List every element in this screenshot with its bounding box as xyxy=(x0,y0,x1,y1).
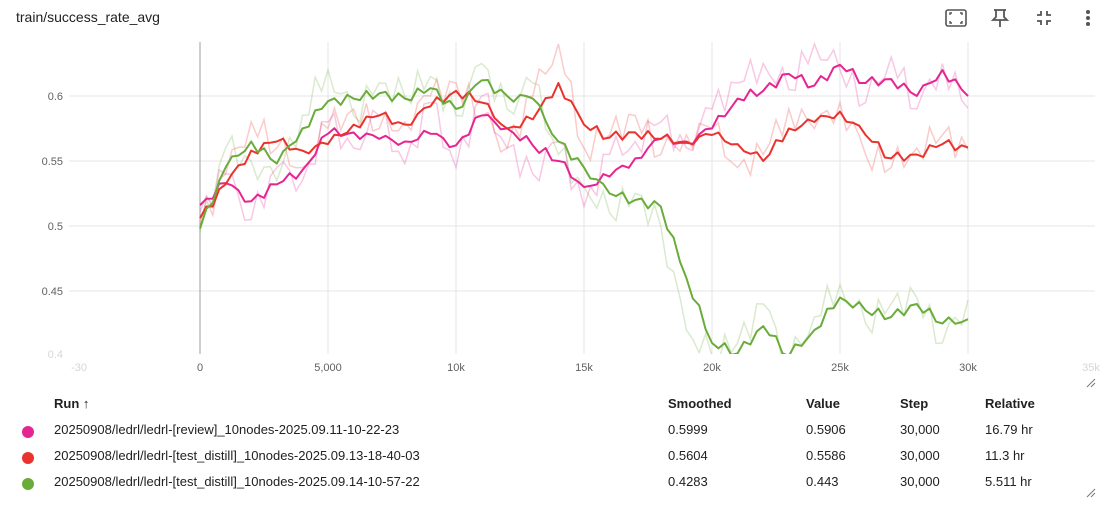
fullscreen-icon xyxy=(945,9,967,27)
relative-time: 11.3 hr xyxy=(985,448,1025,463)
run-column-header[interactable]: Run ↑ xyxy=(54,396,90,411)
chart-resize-handle[interactable] xyxy=(1086,378,1096,388)
value: 0.5586 xyxy=(806,448,846,463)
step-column-header[interactable]: Step xyxy=(900,396,929,411)
value: 0.443 xyxy=(806,474,839,489)
x-tick-label: 30k xyxy=(959,362,977,374)
smoothed-value: 0.5604 xyxy=(668,448,708,463)
resize-icon xyxy=(1086,488,1096,498)
relative-column-header[interactable]: Relative xyxy=(985,396,1035,411)
resize-icon xyxy=(1086,378,1096,388)
run-color-dot xyxy=(22,452,34,464)
x-tick-label: 0 xyxy=(197,362,203,374)
run-color-dot xyxy=(22,478,34,490)
more-vert-icon xyxy=(1086,10,1090,26)
x-tick-label: 10k xyxy=(447,362,465,374)
step: 30,000 xyxy=(900,474,940,489)
step: 30,000 xyxy=(900,422,940,437)
chart-toolbar xyxy=(941,6,1103,30)
x-tick-label: 20k xyxy=(703,362,721,374)
pin-icon xyxy=(991,9,1009,27)
runs-table: Run ↑ Smoothed Value Step Relative 20250… xyxy=(0,392,1115,496)
step: 30,000 xyxy=(900,448,940,463)
smoothed-series-line xyxy=(199,63,969,206)
collapse-icon xyxy=(1037,11,1051,25)
y-tick-label: 0.55 xyxy=(42,156,63,168)
run-name: 20250908/ledrl/ledrl-[test_distill]_10no… xyxy=(54,474,420,489)
relative-time: 5.511 hr xyxy=(985,474,1032,489)
raw-series-line xyxy=(199,42,969,222)
run-name: 20250908/ledrl/ledrl-[test_distill]_10no… xyxy=(54,448,420,463)
smoothed-series-line xyxy=(199,79,969,354)
chart-title: train/success_rate_avg xyxy=(16,9,160,25)
raw-series-line xyxy=(199,43,969,227)
x-tick-label: 15k xyxy=(575,362,593,374)
series-group xyxy=(199,42,969,354)
pin-button[interactable] xyxy=(985,6,1015,30)
x-tick-label: 25k xyxy=(831,362,849,374)
x-tick-label-faint: -30 xyxy=(71,362,87,374)
smoothed-value: 0.4283 xyxy=(668,474,708,489)
more-button[interactable] xyxy=(1073,6,1103,30)
smoothed-column-header[interactable]: Smoothed xyxy=(668,396,732,411)
line-chart[interactable]: 0.45 0.5 0.55 0.6 0.4 0 5,000 10k 15k 20k 25k 30k -3… xyxy=(0,36,1115,386)
y-tick-label-faint: 0.4 xyxy=(48,349,63,361)
table-header: Run ↑ Smoothed Value Step Relative xyxy=(0,392,1115,418)
y-tick-label: 0.5 xyxy=(48,221,63,233)
relative-time: 16.79 hr xyxy=(985,422,1033,437)
run-color-dot xyxy=(22,426,34,438)
value: 0.5906 xyxy=(806,422,846,437)
smoothed-value: 0.5999 xyxy=(668,422,708,437)
collapse-button[interactable] xyxy=(1029,6,1059,30)
run-name: 20250908/ledrl/ledrl-[review]_10nodes-20… xyxy=(54,422,400,437)
value-column-header[interactable]: Value xyxy=(806,396,840,411)
x-tick-label-faint: 35k xyxy=(1082,362,1100,374)
smoothed-series-line xyxy=(199,82,969,219)
y-tick-label: 0.6 xyxy=(48,91,63,103)
fullscreen-button[interactable] xyxy=(941,6,971,30)
table-resize-handle[interactable] xyxy=(1086,488,1096,498)
table-row[interactable]: 20250908/ledrl/ledrl-[test_distill]_10no… xyxy=(0,444,1115,470)
table-row[interactable]: 20250908/ledrl/ledrl-[review]_10nodes-20… xyxy=(0,418,1115,444)
x-tick-label: 5,000 xyxy=(314,362,342,374)
y-tick-label: 0.45 xyxy=(42,286,63,298)
table-row[interactable]: 20250908/ledrl/ledrl-[test_distill]_10no… xyxy=(0,470,1115,496)
